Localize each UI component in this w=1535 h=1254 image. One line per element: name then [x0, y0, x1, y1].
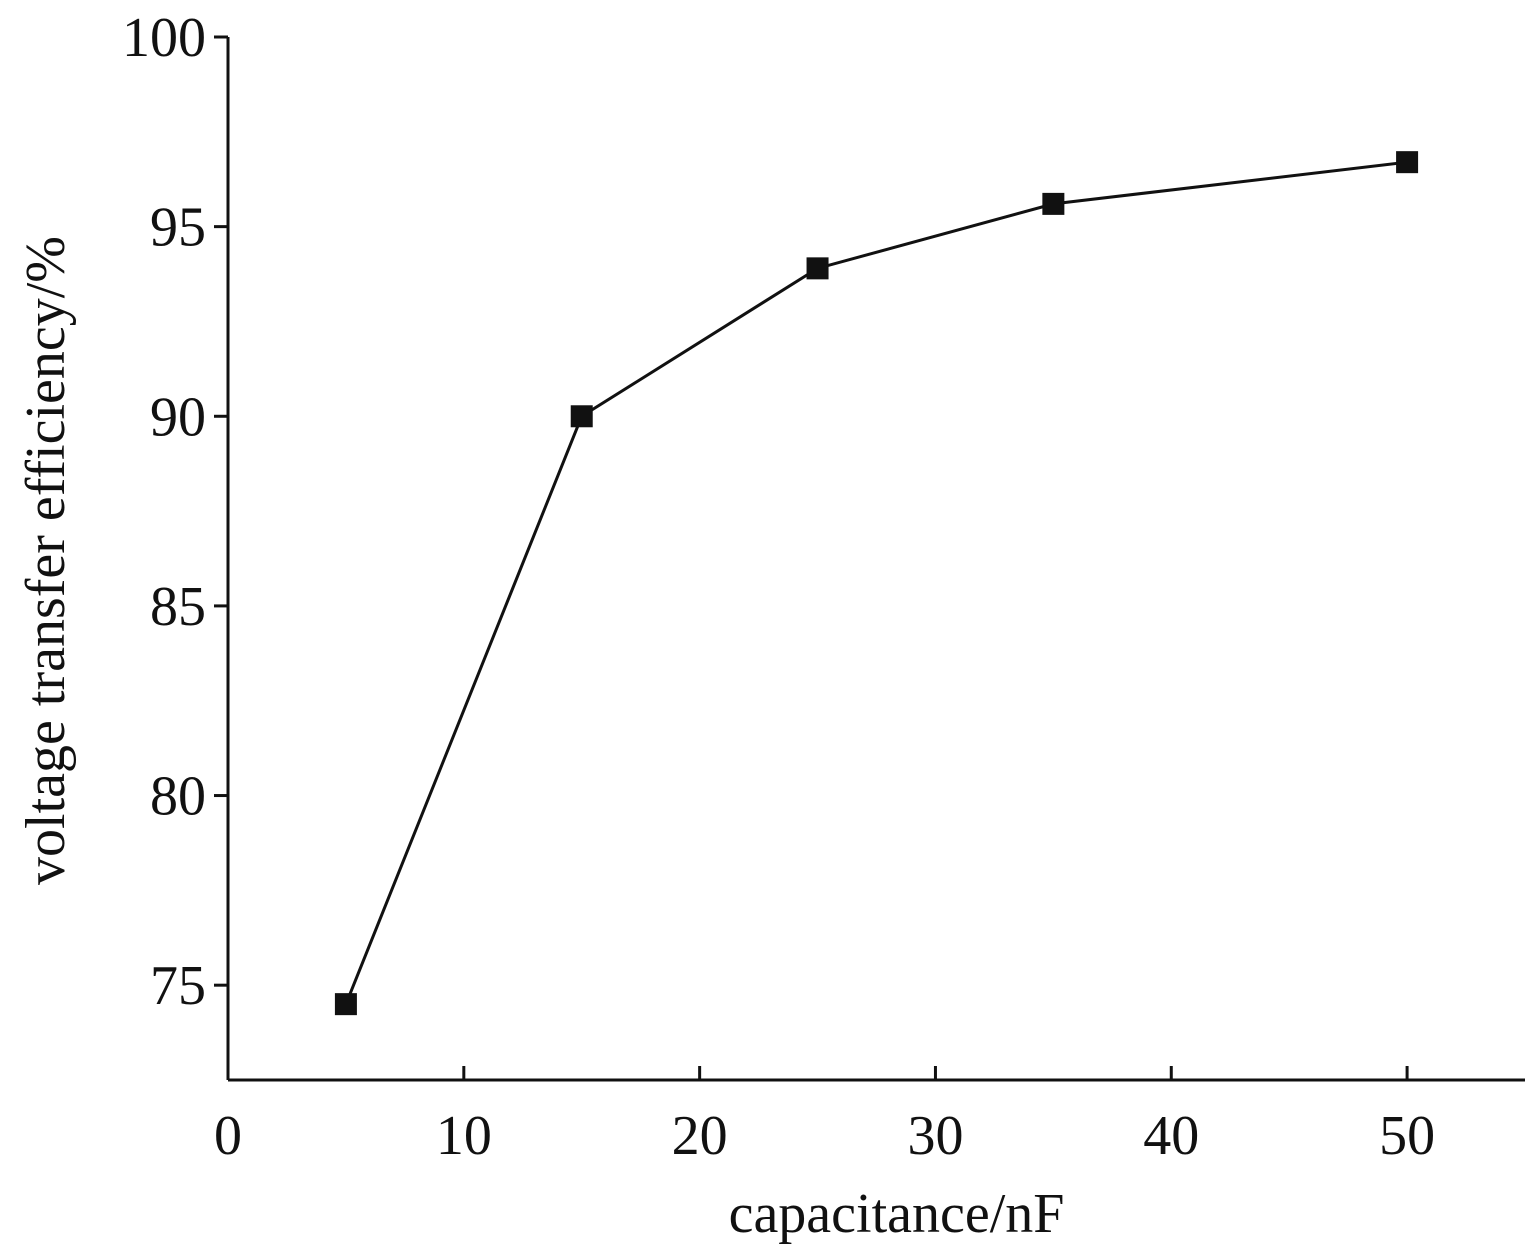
y-tick-label: 100	[122, 7, 206, 69]
x-tick-label: 20	[672, 1105, 728, 1167]
y-axis-title: voltage transfer efficiency/%	[15, 236, 77, 885]
data-series	[334, 151, 1419, 1016]
x-axis-title: capacitance/nF	[729, 1183, 1065, 1245]
x-tick-label: 30	[907, 1105, 963, 1167]
data-point-marker	[570, 405, 593, 428]
y-tick-label: 75	[150, 955, 206, 1017]
x-tick-label: 10	[436, 1105, 492, 1167]
series-line	[344, 160, 1408, 1005]
ticks: 75 80 85 90 95 100 0 10 20 30 40 50	[122, 7, 1435, 1167]
axes	[226, 37, 1525, 1082]
y-tick-label: 80	[150, 766, 206, 828]
y-tick-label: 90	[150, 386, 206, 448]
y-tick-label: 85	[150, 576, 206, 638]
y-tick-label: 95	[150, 197, 206, 259]
data-point-marker	[806, 257, 829, 280]
data-point-marker	[334, 993, 357, 1016]
x-tick-label: 0	[214, 1105, 242, 1167]
data-point-marker	[1396, 151, 1419, 174]
data-point-marker	[1042, 192, 1065, 215]
x-tick-label: 40	[1143, 1105, 1199, 1167]
x-tick-label: 50	[1379, 1105, 1435, 1167]
